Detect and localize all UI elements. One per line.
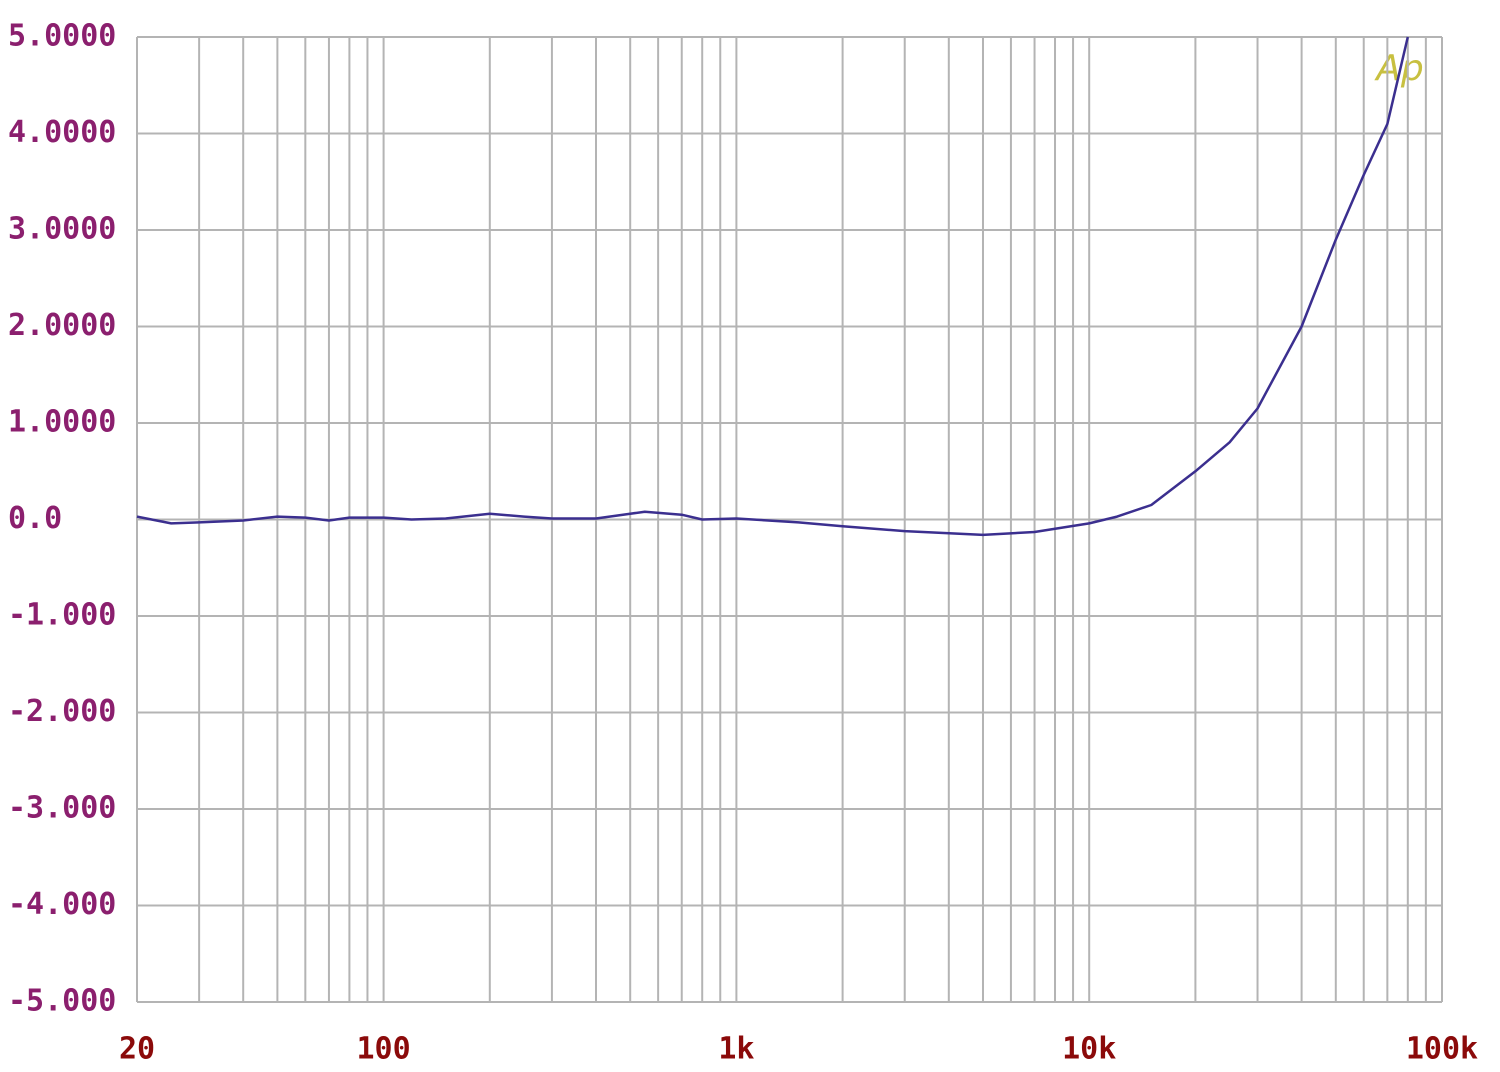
y-tick-label: 0.0 [8, 501, 62, 536]
logo: Ap [1374, 48, 1423, 89]
y-tick-label: 1.0000 [8, 405, 116, 440]
x-tick-label: 10k [1062, 1032, 1116, 1067]
y-tick-label: -1.000 [8, 598, 116, 633]
x-tick-label: 1k [718, 1032, 754, 1067]
y-tick-label: 5.0000 [8, 19, 116, 54]
x-tick-label: 100k [1406, 1032, 1478, 1067]
data-line [136, 36, 1410, 537]
y-tick-label: 3.0000 [8, 212, 116, 247]
y-tick-label: 2.0000 [8, 308, 116, 343]
x-tick-label: 20 [119, 1032, 155, 1067]
y-tick-label: 4.0000 [8, 115, 116, 150]
y-tick-label: -4.000 [8, 887, 116, 922]
x-tick-label: 100 [357, 1032, 411, 1067]
y-tick-label: -2.000 [8, 694, 116, 729]
y-tick-label: -5.000 [8, 984, 116, 1019]
y-tick-label: -3.000 [8, 791, 116, 826]
